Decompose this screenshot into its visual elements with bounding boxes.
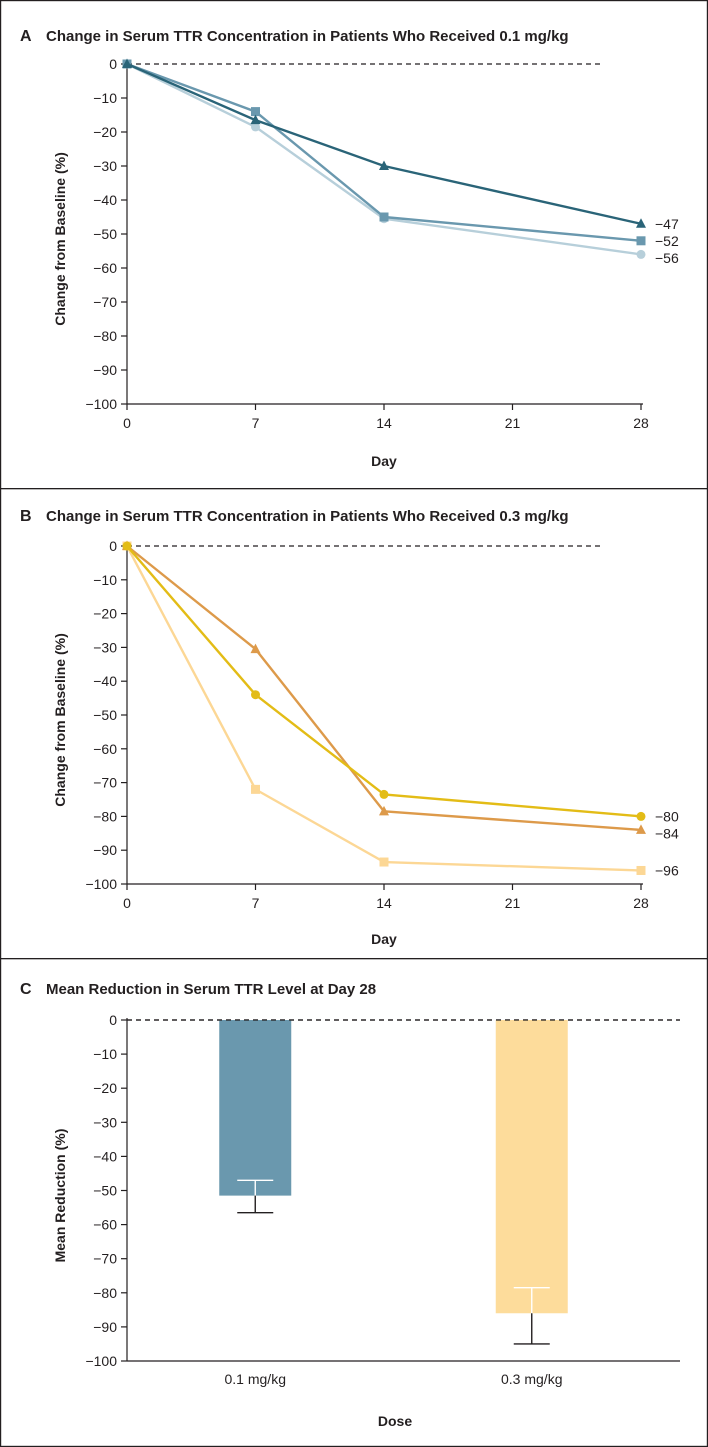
panel-a: A Change in Serum TTR Concentration in P… xyxy=(0,0,708,490)
panel-b-series-1-end-label: −80 xyxy=(655,808,679,824)
panel-b-title: Change in Serum TTR Concentration in Pat… xyxy=(46,508,569,525)
panel-b-series-1-line xyxy=(126,545,642,818)
panel-a-y-tick-label: −20 xyxy=(93,124,117,140)
panel-c-title: Mean Reduction in Serum TTR Level at Day… xyxy=(46,981,376,998)
panel-c-y-axis-title: Mean Reduction (%) xyxy=(52,1129,68,1263)
panel-a-plot: 0 −10 −20 −30 −40 −50 −60 −70 −80 −90 −100 Change f… xyxy=(52,56,679,469)
panel-c-y-tick-label: −100 xyxy=(85,1353,117,1369)
panel-b-x-axis-title: Day xyxy=(371,931,397,947)
panel-b-y-tick-label: 0 xyxy=(109,538,117,554)
panel-a-y-tick-label: −40 xyxy=(93,192,117,208)
panel-c-y-tick-label: −50 xyxy=(93,1183,117,1199)
panel-c-frame xyxy=(0,957,708,1447)
panel-b-series-1-point xyxy=(379,789,389,799)
panel-b-series-3-point xyxy=(251,784,260,794)
panel-b-series-1-point xyxy=(122,541,132,551)
panel-b-y-tick-label: −20 xyxy=(93,606,117,622)
panel-c: C Mean Reduction in Serum TTR Level at D… xyxy=(0,957,708,1447)
panel-b-series-3-end-label: −96 xyxy=(655,862,679,878)
panel-a-series-2-end-label: −52 xyxy=(655,233,679,249)
panel-a-series-1-point xyxy=(636,218,646,228)
panel-b-series-3-point xyxy=(636,865,646,875)
panel-c-y-tick-label: −10 xyxy=(93,1046,117,1062)
panel-c-letter: C xyxy=(20,981,32,998)
panel-b-y-tick-label: −40 xyxy=(93,673,117,689)
panel-a-series-3-end-label: −56 xyxy=(655,250,679,266)
panel-c-bar-1 xyxy=(219,1020,292,1196)
panel-a-title: Change in Serum TTR Concentration in Pat… xyxy=(46,28,569,45)
panel-a-series-2-point xyxy=(636,236,646,246)
panel-b-series-3-line xyxy=(125,545,642,872)
panel-a-x-tick-label: 0 xyxy=(123,415,131,431)
panel-b-series-2-line xyxy=(126,545,642,832)
panel-a-y-tick-label: 0 xyxy=(109,56,117,72)
panel-b-y-tick-label: −100 xyxy=(85,876,117,892)
panel-b: B Change in Serum TTR Concentration in P… xyxy=(0,488,708,960)
panel-a-series-1-point xyxy=(250,114,261,125)
panel-a-series-1-point xyxy=(379,160,389,170)
panel-b-y-tick-label: −10 xyxy=(93,572,117,588)
panel-b-x-tick-label: 21 xyxy=(505,895,521,911)
panel-b-y-tick-label: −60 xyxy=(93,741,117,757)
panel-c-y-tick-label: −60 xyxy=(93,1217,117,1233)
panel-c-y-tick-label: −70 xyxy=(93,1251,117,1267)
panel-c-plot: 0 −10 −20 −30 −40 −50 −60 −70 −80 −90 −100 Mean Red… xyxy=(52,1012,680,1429)
panel-a-x-tick-label: 14 xyxy=(376,415,392,431)
panel-b-series-2-point xyxy=(379,805,389,816)
panel-c-x-axis-title: Dose xyxy=(378,1413,412,1429)
panel-c-bar-2 xyxy=(495,1020,568,1314)
panel-b-series-2-point xyxy=(250,643,261,654)
panel-b-x-tick-label: 28 xyxy=(633,895,649,911)
panel-a-series-1-end-label: −47 xyxy=(655,216,679,232)
panel-a-y-tick-label: −60 xyxy=(93,260,117,276)
panel-a-series-1-point xyxy=(122,58,132,68)
panel-b-series-2-end-label: −84 xyxy=(655,825,679,841)
panel-c-y-tick-label: −80 xyxy=(93,1285,117,1301)
panel-a-series-3-point xyxy=(636,249,646,259)
panel-a-y-tick-label: −80 xyxy=(93,328,117,344)
panel-a-y-tick-label: −50 xyxy=(93,226,117,242)
panel-b-series-3-point xyxy=(379,857,389,867)
panel-c-category-label: 0.1 mg/kg xyxy=(225,1371,286,1387)
panel-a-y-tick-label: −10 xyxy=(93,90,117,106)
panel-b-y-tick-label: −70 xyxy=(93,775,117,791)
panel-c-y-tick-label: 0 xyxy=(109,1012,117,1028)
panel-c-y-tick-label: −30 xyxy=(93,1114,117,1130)
panel-a-x-tick-label: 28 xyxy=(633,415,649,431)
panel-a-series-2-line xyxy=(126,62,642,242)
panel-c-y-tick-label: −20 xyxy=(93,1080,117,1096)
panel-a-x-axis-title: Day xyxy=(371,453,397,469)
panel-a-series-2-point xyxy=(251,107,260,117)
panel-a-series-2-point xyxy=(379,212,389,222)
panel-b-series-1-point xyxy=(251,690,260,700)
panel-a-x-tick-label: 7 xyxy=(252,415,260,431)
panel-b-plot: 0 −10 −20 −30 −40 −50 −60 −70 −80 −90 −100 Change f… xyxy=(52,538,679,947)
panel-b-y-tick-label: −30 xyxy=(93,639,117,655)
panel-a-series-3-line xyxy=(126,62,642,256)
panel-a-letter: A xyxy=(20,28,32,45)
panel-a-y-tick-label: −30 xyxy=(93,158,117,174)
panel-a-x-tick-label: 21 xyxy=(505,415,521,431)
panel-c-category-label: 0.3 mg/kg xyxy=(501,1371,562,1387)
panel-a-y-axis-title: Change from Baseline (%) xyxy=(52,152,68,325)
panel-c-y-tick-label: −90 xyxy=(93,1319,117,1335)
panel-b-x-tick-label: 14 xyxy=(376,895,392,911)
panel-b-series-2-point xyxy=(636,824,646,834)
panel-a-frame xyxy=(0,0,708,490)
panel-b-y-tick-label: −80 xyxy=(93,808,117,824)
panel-b-y-tick-label: −90 xyxy=(93,842,117,858)
panel-a-y-tick-label: −100 xyxy=(85,396,117,412)
panel-b-y-tick-label: −50 xyxy=(93,707,117,723)
panel-c-y-tick-label: −40 xyxy=(93,1148,117,1164)
panel-b-letter: B xyxy=(20,508,32,525)
panel-b-series-1-point xyxy=(636,811,646,821)
panel-b-x-tick-label: 7 xyxy=(252,895,260,911)
panel-b-x-tick-label: 0 xyxy=(123,895,131,911)
panel-a-series-1-line xyxy=(126,62,642,225)
panel-a-y-tick-label: −70 xyxy=(93,294,117,310)
panel-b-y-axis-title: Change from Baseline (%) xyxy=(52,633,68,806)
panel-a-y-tick-label: −90 xyxy=(93,362,117,378)
panel-a-series-3-point xyxy=(251,122,260,132)
